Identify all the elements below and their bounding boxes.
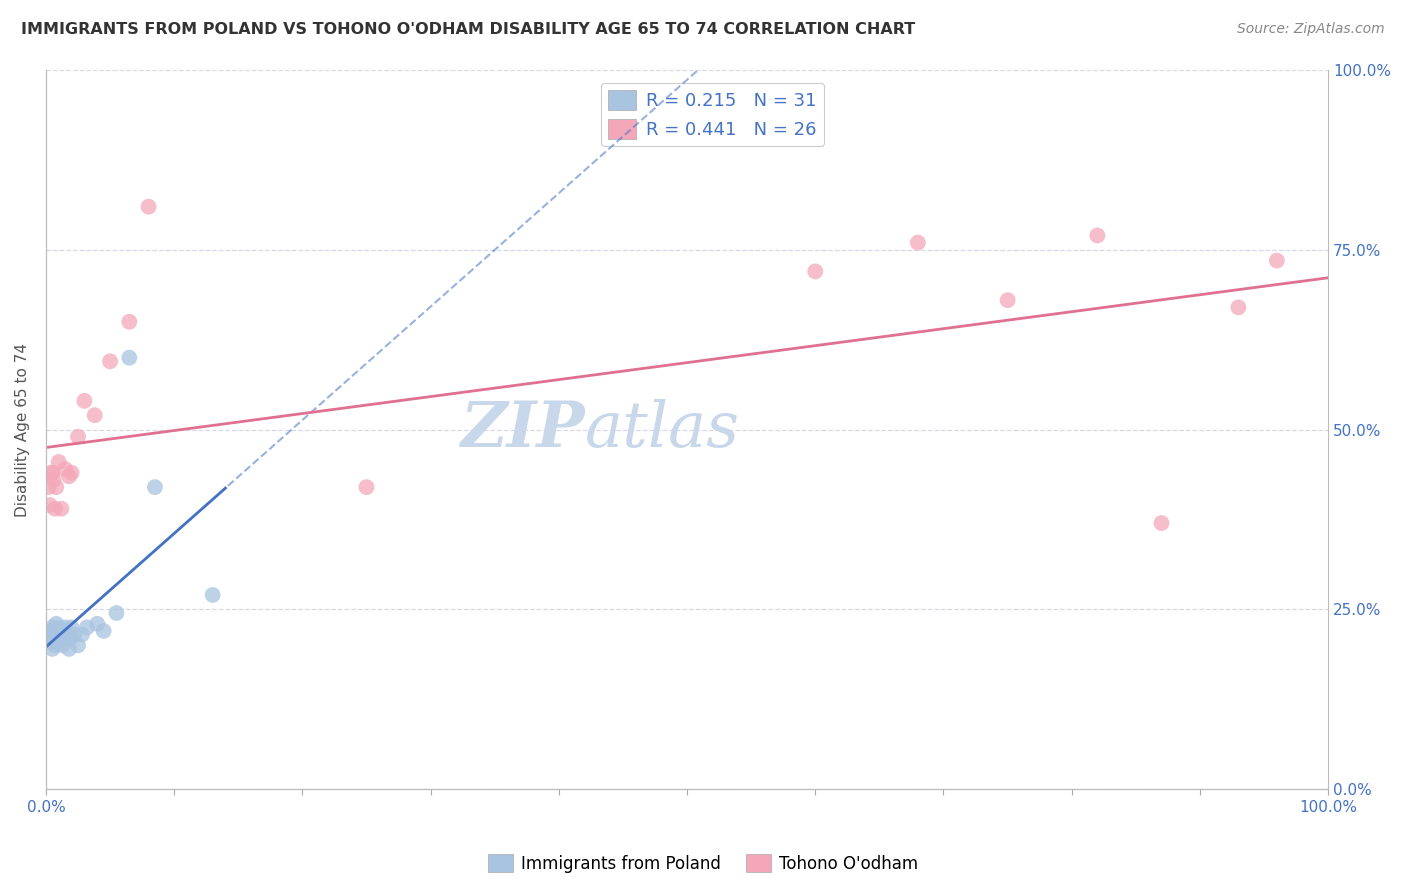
Point [52, 627, 75, 641]
Point [45, 616, 67, 631]
Point [804, 264, 827, 278]
Point [53, 620, 76, 634]
Point [41, 641, 63, 656]
Text: ZIP: ZIP [460, 399, 585, 460]
Point [66, 638, 89, 652]
Point [58, 469, 80, 483]
Point [44, 501, 66, 516]
Point [118, 315, 141, 329]
Point [63, 627, 86, 641]
Point [41, 466, 63, 480]
Point [66, 430, 89, 444]
Point [997, 293, 1019, 308]
Point [60, 620, 83, 634]
Point [38, 480, 60, 494]
Legend: R = 0.215   N = 31, R = 0.441   N = 26: R = 0.215 N = 31, R = 0.441 N = 26 [602, 83, 824, 146]
Text: Source: ZipAtlas.com: Source: ZipAtlas.com [1237, 22, 1385, 37]
Point [42, 631, 65, 645]
Text: atlas: atlas [585, 399, 740, 460]
Point [58, 641, 80, 656]
Point [70, 627, 93, 641]
Point [1085, 228, 1108, 243]
Point [138, 200, 160, 214]
Point [45, 480, 67, 494]
Point [60, 466, 83, 480]
Point [49, 627, 72, 641]
Point [55, 631, 77, 645]
Legend: Immigrants from Poland, Tohono O'odham: Immigrants from Poland, Tohono O'odham [481, 847, 925, 880]
Point [1265, 253, 1288, 268]
Point [93, 624, 115, 638]
Text: IMMIGRANTS FROM POLAND VS TOHONO O'ODHAM DISABILITY AGE 65 TO 74 CORRELATION CHA: IMMIGRANTS FROM POLAND VS TOHONO O'ODHAM… [21, 22, 915, 37]
Point [38, 498, 60, 512]
Point [76, 620, 98, 634]
Point [86, 616, 108, 631]
Point [59, 631, 82, 645]
Point [51, 624, 73, 638]
Point [51, 501, 73, 516]
Point [38, 634, 60, 648]
Point [118, 351, 141, 365]
Point [48, 455, 70, 469]
Point [98, 354, 121, 368]
Point [105, 606, 128, 620]
Y-axis label: Disability Age 65 to 74: Disability Age 65 to 74 [15, 343, 30, 516]
Point [53, 462, 76, 476]
Point [48, 620, 70, 634]
Point [907, 235, 929, 250]
Point [56, 627, 79, 641]
Point [46, 634, 69, 648]
Point [39, 624, 62, 638]
Point [39, 466, 62, 480]
Point [356, 480, 378, 494]
Point [38, 627, 60, 641]
Point [41, 620, 63, 634]
Point [83, 408, 105, 422]
Point [45, 627, 67, 641]
Point [44, 638, 66, 652]
Point [73, 393, 96, 408]
Point [52, 638, 75, 652]
Point [42, 473, 65, 487]
Point [201, 588, 224, 602]
Point [1227, 301, 1250, 315]
Point [143, 480, 166, 494]
Point [1150, 516, 1173, 530]
